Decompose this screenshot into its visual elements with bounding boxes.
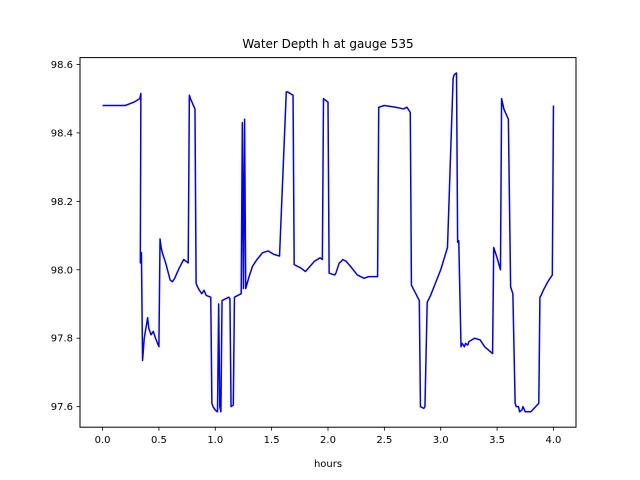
y-tick-label: 98.6 — [51, 60, 73, 71]
x-axis: 0.0 0.5 1.0 1.5 2.0 2.5 3.0 3.5 4.0 — [95, 427, 562, 446]
y-tick-label: 98.2 — [51, 197, 73, 208]
y-tick-label: 98.4 — [51, 128, 73, 139]
x-tick-label: 3.0 — [433, 435, 449, 446]
chart-title: Water Depth h at gauge 535 — [242, 37, 413, 51]
y-axis: 97.6 97.8 98.0 98.2 98.4 98.6 — [51, 60, 80, 413]
x-tick-label: 1.5 — [264, 435, 280, 446]
plot-line-layer — [102, 72, 555, 413]
x-tick-label: 3.5 — [489, 435, 505, 446]
series-line-0 — [102, 72, 555, 413]
x-tick-label: 0.0 — [95, 435, 111, 446]
x-tick-label: 1.0 — [207, 435, 223, 446]
x-tick-label: 2.0 — [320, 435, 336, 446]
x-tick-label: 4.0 — [546, 435, 562, 446]
y-tick-label: 97.6 — [51, 402, 73, 413]
x-tick-label: 0.5 — [151, 435, 167, 446]
y-tick-label: 97.8 — [51, 334, 73, 345]
y-tick-label: 98.0 — [51, 265, 73, 276]
x-axis-label: hours — [314, 459, 342, 470]
x-tick-label: 2.5 — [376, 435, 392, 446]
